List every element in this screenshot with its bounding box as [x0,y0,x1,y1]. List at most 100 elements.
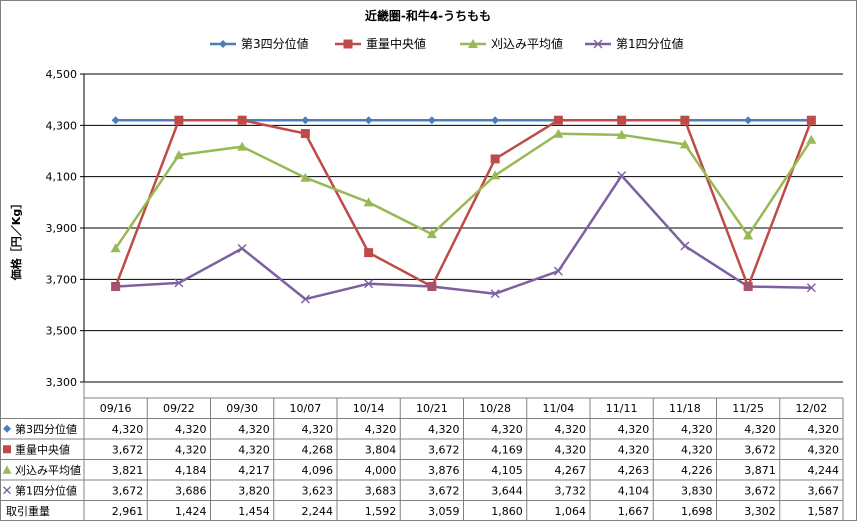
data-point [300,129,310,139]
x-tick-label: 09/22 [163,402,195,415]
gridlines [84,73,843,383]
data-point [679,139,690,149]
data-point-stroke [617,171,627,181]
data-point [237,141,248,151]
data-label: 4,000 [365,464,397,477]
data-label: 3,830 [681,484,713,497]
data-point [806,115,816,125]
data-label: 3,302 [744,505,776,518]
data-point [301,116,310,125]
x-tick-label: 11/18 [669,402,701,415]
data-label: 4,320 [744,423,776,436]
data-point [364,248,374,258]
data-point [744,116,753,125]
data-label: 1,424 [175,505,207,518]
data-label: 3,876 [428,464,460,477]
data-point [593,39,603,49]
data-point [111,116,120,125]
data-label: 4,263 [618,464,650,477]
data-point-stroke [111,282,121,292]
data-point-stroke [237,244,247,254]
data-label: 3,683 [365,484,397,497]
y-tick-label: 4,100 [46,171,78,184]
data-label: 4,105 [491,464,523,477]
data-label: 4,320 [808,423,840,436]
y-tick-label: 3,900 [46,222,78,235]
x-tick-label: 11/11 [606,402,638,415]
x-tick-label: 11/04 [543,402,575,415]
data-label: 4,320 [555,443,587,456]
data-point [617,115,627,125]
data-label: 3,672 [112,443,144,456]
row-label: 重量中央値 [15,442,70,456]
data-point [553,266,563,276]
row-legend-key [3,445,11,454]
legend-entry: 第3四分位値 [241,36,309,51]
data-label: 4,267 [555,464,587,477]
data-label: 4,104 [618,484,650,497]
data-point-stroke [300,294,310,304]
data-point [174,278,184,288]
x-tick-label: 09/16 [100,402,132,415]
data-label: 3,821 [112,464,144,477]
data-label: 1,860 [491,505,523,518]
data-point-stroke [743,282,753,292]
x-tick-label: 12/02 [796,402,828,415]
data-point-stroke [427,282,437,292]
data-point [237,115,247,125]
data-point [553,128,564,138]
data-point [491,116,500,125]
data-point [111,282,121,292]
row-legend-key [3,424,11,433]
data-label: 3,059 [428,505,460,518]
data-point [174,115,184,125]
data-point [490,170,501,180]
x-tick-label: 09/30 [226,402,258,415]
data-label: 4,320 [365,423,397,436]
legend-entry: 重量中央値 [366,36,426,51]
data-point [427,116,436,125]
data-point [173,150,184,160]
data-label: 3,820 [238,484,270,497]
data-label: 2,244 [302,505,334,518]
legend: 第3四分位値 重量中央値 刈込み平均値 第1四分位値 [210,36,684,51]
data-point-stroke [680,241,690,251]
data-point [427,282,437,292]
data-label: 4,320 [302,423,334,436]
data-label: 4,320 [175,443,207,456]
x-tick-label: 10/14 [353,402,385,415]
data-label: 4,320 [175,423,207,436]
data-point [617,171,627,181]
data-label: 4,320 [238,443,270,456]
data-label: 1,064 [555,505,587,518]
data-label: 4,320 [808,443,840,456]
data-label: 4,217 [238,464,270,477]
data-label: 3,672 [428,484,460,497]
data-point [743,230,754,240]
data-point-stroke [806,283,816,293]
y-tick-label: 3,300 [46,376,78,389]
data-label: 4,320 [618,423,650,436]
data-point [300,172,311,182]
x-tick-label: 10/21 [416,402,448,415]
data-label: 3,644 [491,484,523,497]
data-point [743,282,753,292]
data-point [616,129,627,139]
data-point [237,244,247,254]
data-label: 4,320 [491,423,523,436]
data-label: 1,698 [681,505,713,518]
chart-title: 近畿圏-和牛4-うちもも [365,8,491,23]
y-tick-label: 4,500 [46,68,78,81]
data-label: 3,871 [744,464,776,477]
data-label: 3,686 [175,484,207,497]
data-point [300,294,310,304]
data-label: 2,961 [112,505,144,518]
y-tick-label: 3,500 [46,325,78,338]
y-tick-label: 4,300 [46,119,78,132]
data-label: 4,320 [681,423,713,436]
row-legend-key [3,486,11,495]
data-label: 4,320 [238,423,270,436]
x-tick-label: 11/25 [732,402,764,415]
data-label: 1,454 [238,505,270,518]
row-legend-key [2,465,12,474]
